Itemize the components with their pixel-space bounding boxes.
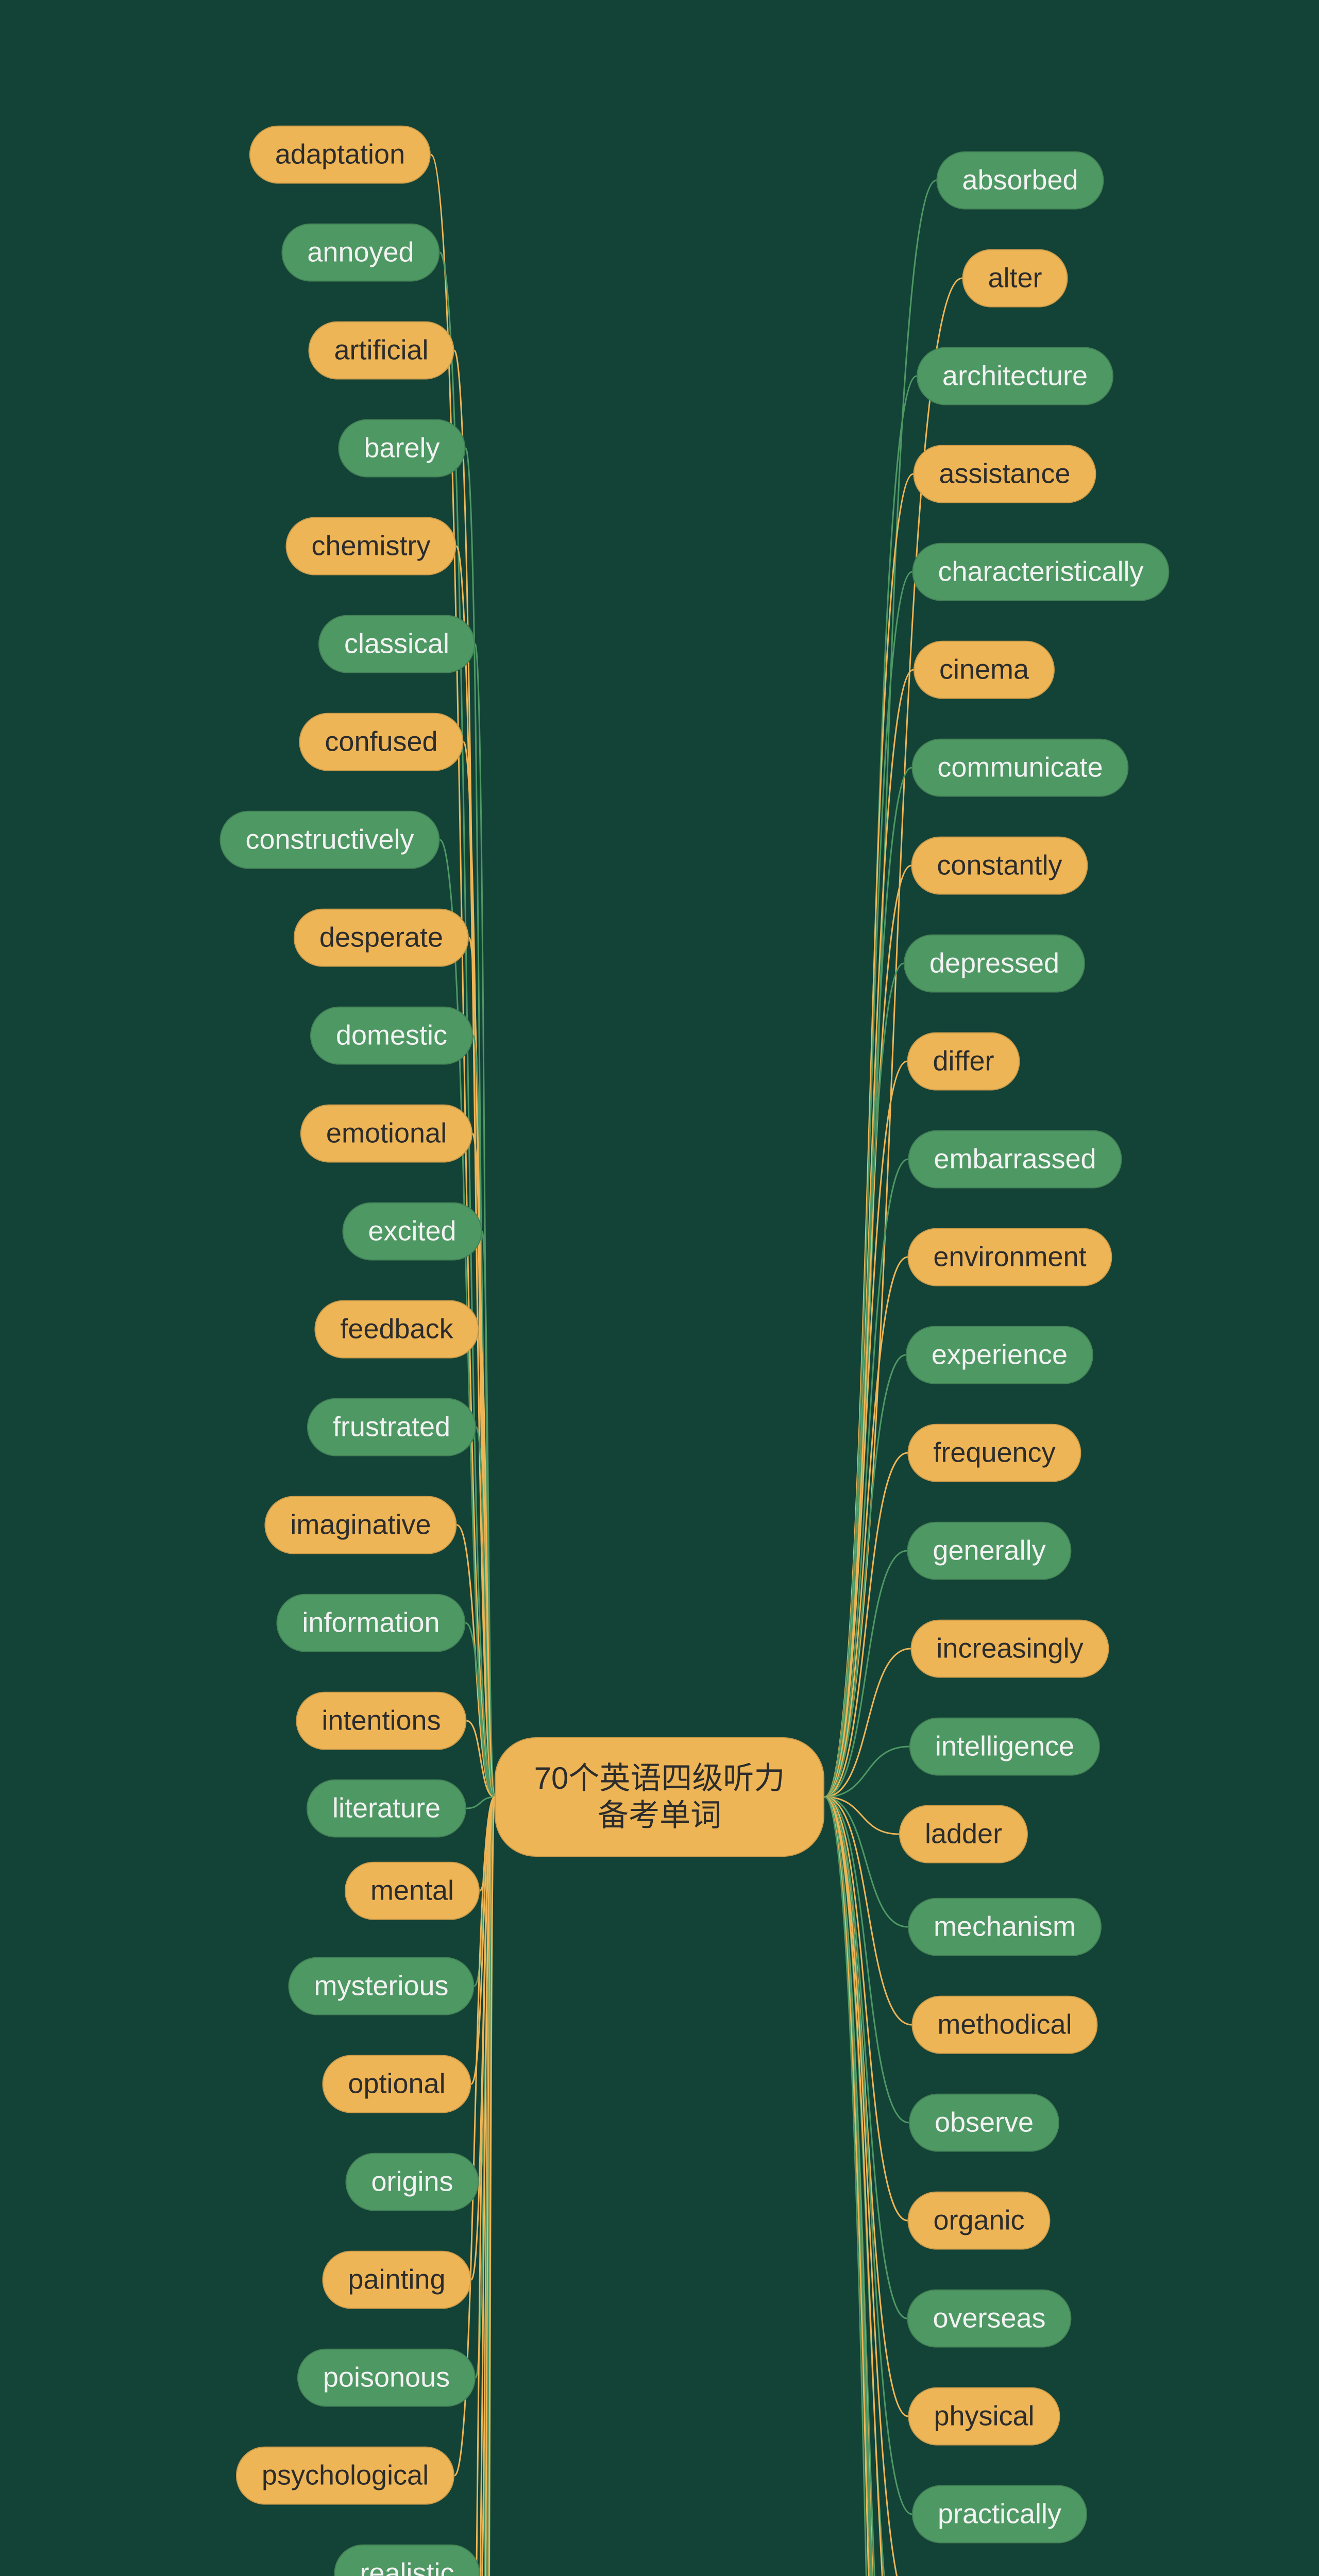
- branch-node: realistic: [334, 2545, 480, 2576]
- branch-node: overseas: [907, 2290, 1071, 2348]
- branch-node: frustrated: [307, 1398, 476, 1456]
- branch-node: emotional: [300, 1105, 472, 1163]
- branch-node: annoyed: [281, 224, 439, 282]
- center-node: 70个英语四级听力备考单词: [495, 1737, 824, 1857]
- branch-node: physical: [908, 2387, 1060, 2446]
- branch-node: alter: [962, 249, 1068, 308]
- branch-node: artificial: [308, 321, 454, 380]
- edge: [824, 1797, 907, 2318]
- branch-node: classical: [318, 615, 475, 673]
- branch-node: architecture: [917, 347, 1113, 405]
- branch-node: differ: [907, 1032, 1020, 1091]
- branch-node: absorbed: [936, 151, 1104, 210]
- branch-node: adaptation: [249, 126, 431, 184]
- branch-node: origins: [345, 2153, 479, 2211]
- branch-node: optional: [322, 2055, 471, 2113]
- branch-node: observe: [909, 2094, 1059, 2152]
- branch-node: barely: [338, 419, 465, 478]
- branch-node: ladder: [899, 1805, 1028, 1863]
- branch-node: painting: [322, 2251, 471, 2309]
- branch-node: mental: [345, 1862, 480, 1920]
- branch-node: frequency: [907, 1424, 1081, 1482]
- branch-node: experience: [906, 1326, 1093, 1384]
- branch-node: intelligence: [909, 1718, 1100, 1776]
- branch-node: information: [276, 1594, 465, 1652]
- edge: [824, 1453, 908, 1797]
- branch-node: confused: [299, 713, 463, 771]
- branch-node: depressed: [904, 935, 1085, 993]
- branch-node: methodical: [911, 1996, 1097, 2054]
- branch-node: communicate: [911, 739, 1128, 797]
- branch-node: mysterious: [288, 1957, 474, 2015]
- branch-node: literature: [307, 1780, 466, 1838]
- branch-node: environment: [907, 1228, 1112, 1286]
- branch-node: practically: [912, 2485, 1087, 2544]
- branch-node: cinema: [914, 641, 1055, 699]
- branch-node: organic: [907, 2192, 1050, 2250]
- branch-node: constantly: [911, 837, 1088, 895]
- branch-node: desperate: [294, 909, 469, 967]
- branch-node: excited: [342, 1202, 482, 1261]
- edge: [824, 1061, 907, 1797]
- branch-node: generally: [907, 1522, 1071, 1580]
- mindmap-edges: [0, 0, 1319, 2576]
- branch-node: characteristically: [912, 543, 1169, 601]
- branch-node: constructively: [219, 811, 439, 869]
- branch-node: domestic: [310, 1007, 473, 1065]
- branch-node: increasingly: [910, 1620, 1109, 1678]
- branch-node: intentions: [296, 1692, 466, 1750]
- branch-node: chemistry: [285, 517, 456, 575]
- edge: [824, 1797, 908, 2416]
- branch-node: embarrassed: [908, 1130, 1122, 1189]
- edge: [824, 572, 912, 1797]
- branch-node: assistance: [913, 445, 1096, 503]
- branch-node: imaginative: [264, 1496, 456, 1554]
- branch-node: feedback: [314, 1300, 479, 1359]
- branch-node: psychological: [236, 2447, 454, 2505]
- branch-node: mechanism: [908, 1898, 1102, 1956]
- edge: [824, 670, 914, 1797]
- branch-node: poisonous: [297, 2349, 476, 2407]
